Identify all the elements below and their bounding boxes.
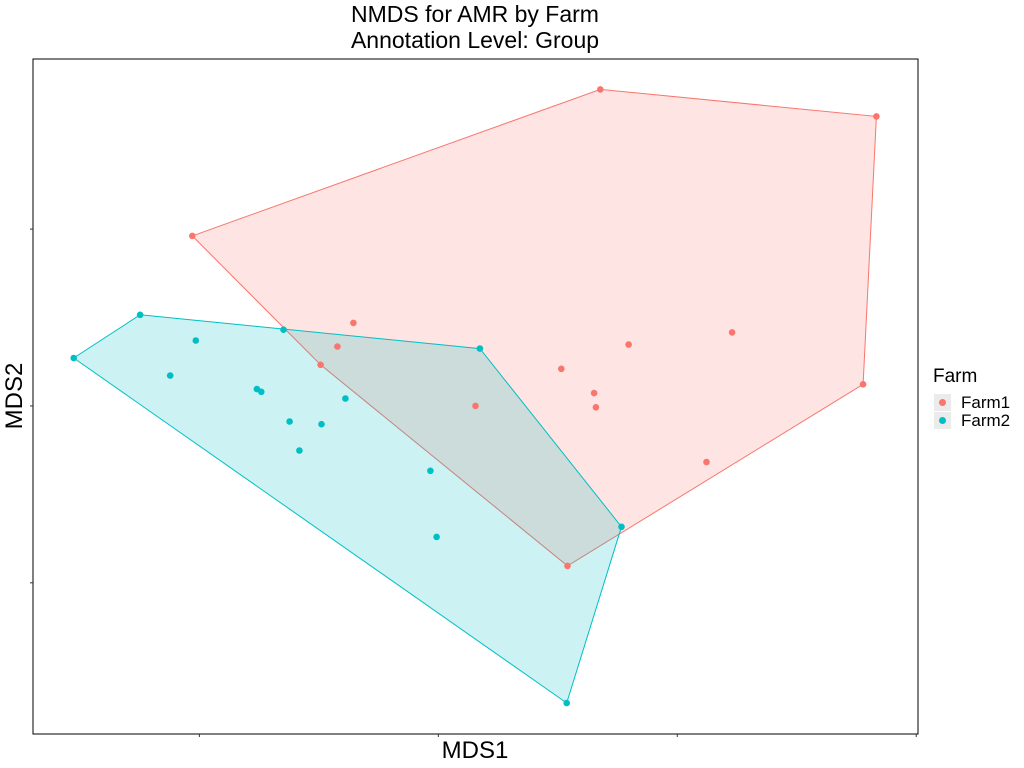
point-farm2: [166, 372, 174, 379]
plot-area: [30, 58, 919, 737]
point-farm2: [296, 447, 303, 454]
legend-item-farm2: Farm2: [934, 411, 1010, 430]
point-farm1: [317, 361, 324, 369]
point-farm1: [334, 343, 341, 350]
hull-farm2: [72, 314, 623, 704]
point-farm1: [590, 389, 598, 397]
point-farm2: [618, 523, 625, 531]
point-layer: [70, 86, 880, 707]
y-axis-title: MDS2: [1, 363, 28, 430]
point-farm1: [728, 329, 736, 336]
point-farm1: [189, 232, 196, 240]
point-farm1: [703, 458, 710, 466]
point-farm1: [472, 402, 479, 410]
point-farm2: [433, 533, 440, 541]
chart-title: NMDS for AMR by Farm: [351, 1, 599, 27]
plot-panel: [33, 59, 918, 734]
plot-border: [32, 58, 919, 735]
point-farm2: [192, 337, 200, 344]
point-farm2: [342, 395, 349, 402]
legend-label: Farm2: [961, 411, 1010, 430]
legend-key-point: [939, 399, 946, 406]
point-farm2: [136, 311, 144, 319]
point-farm2: [258, 388, 265, 396]
point-farm2: [70, 354, 77, 362]
chart-subtitle: Annotation Level: Group: [351, 27, 599, 53]
point-farm2: [280, 326, 287, 334]
point-farm2: [427, 467, 434, 475]
point-farm1: [625, 341, 632, 348]
point-farm2: [318, 420, 325, 428]
point-farm1: [873, 113, 880, 120]
point-farm1: [350, 319, 357, 327]
legend-key-point: [939, 417, 946, 424]
legend-label: Farm1: [961, 393, 1010, 412]
legend-title: Farm: [933, 366, 977, 387]
point-farm1: [558, 365, 565, 373]
point-farm2: [563, 699, 570, 707]
point-farm2: [476, 345, 484, 352]
point-farm1: [859, 381, 867, 388]
legend-item-farm1: Farm1: [934, 393, 1010, 412]
point-farm1: [592, 404, 600, 411]
point-farm2: [286, 418, 293, 425]
point-farm1: [564, 562, 571, 570]
axis-ticks: [30, 228, 917, 737]
x-axis-title: MDS1: [442, 737, 509, 764]
point-farm1: [597, 86, 604, 93]
